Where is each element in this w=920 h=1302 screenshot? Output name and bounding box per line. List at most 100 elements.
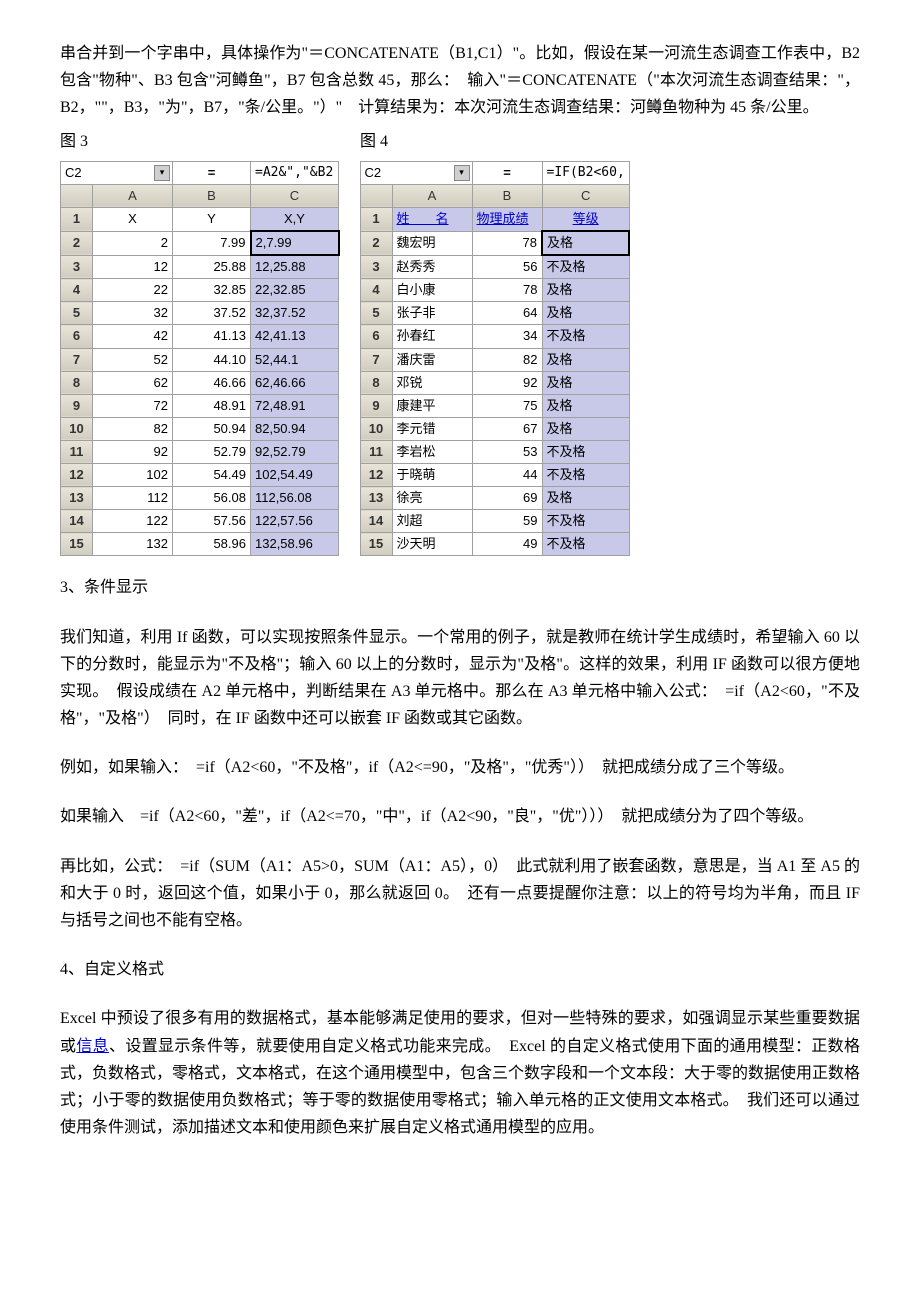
cell[interactable]: 112,56.08: [251, 487, 339, 510]
dropdown-icon[interactable]: ▾: [154, 165, 170, 181]
cell[interactable]: 刘超: [392, 510, 472, 533]
cell[interactable]: 及格: [542, 348, 629, 371]
row-header[interactable]: 12: [61, 463, 93, 486]
cell[interactable]: 52: [93, 348, 173, 371]
row-header[interactable]: 3: [61, 255, 93, 279]
cell[interactable]: 122,57.56: [251, 510, 339, 533]
corner-cell[interactable]: [360, 184, 392, 207]
cell[interactable]: 及格: [542, 417, 629, 440]
row-header[interactable]: 10: [360, 417, 392, 440]
cell[interactable]: 132,58.96: [251, 533, 339, 556]
col-header[interactable]: A: [93, 184, 173, 207]
cell[interactable]: 82: [93, 417, 173, 440]
cell[interactable]: 不及格: [542, 533, 629, 556]
cell[interactable]: 102: [93, 463, 173, 486]
row-header[interactable]: 2: [360, 231, 392, 255]
cell[interactable]: 122: [93, 510, 173, 533]
cell[interactable]: 52.79: [173, 440, 251, 463]
cell[interactable]: 46.66: [173, 371, 251, 394]
cell[interactable]: 7.99: [173, 231, 251, 255]
row-header[interactable]: 10: [61, 417, 93, 440]
cell[interactable]: X,Y: [251, 207, 339, 231]
cell[interactable]: 不及格: [542, 325, 629, 348]
cell[interactable]: 魏宏明: [392, 231, 472, 255]
cell[interactable]: 沙天明: [392, 533, 472, 556]
cell[interactable]: 12,25.88: [251, 255, 339, 279]
row-header[interactable]: 8: [61, 371, 93, 394]
cell[interactable]: 姓 名: [392, 207, 472, 231]
cell[interactable]: 12: [93, 255, 173, 279]
cell[interactable]: 邓锐: [392, 371, 472, 394]
name-box[interactable]: C2▾: [360, 161, 472, 184]
formula-bar[interactable]: =IF(B2<60,: [542, 161, 629, 184]
cell[interactable]: 62,46.66: [251, 371, 339, 394]
cell[interactable]: 49: [472, 533, 542, 556]
row-header[interactable]: 14: [61, 510, 93, 533]
fx-button[interactable]: =: [173, 161, 251, 184]
cell[interactable]: 及格: [542, 302, 629, 325]
corner-cell[interactable]: [61, 184, 93, 207]
dropdown-icon[interactable]: ▾: [454, 165, 470, 181]
cell[interactable]: 康建平: [392, 394, 472, 417]
row-header[interactable]: 4: [61, 279, 93, 302]
cell[interactable]: 34: [472, 325, 542, 348]
cell[interactable]: 132: [93, 533, 173, 556]
row-header[interactable]: 8: [360, 371, 392, 394]
cell[interactable]: 22: [93, 279, 173, 302]
cell[interactable]: 白小康: [392, 279, 472, 302]
cell[interactable]: 22,32.85: [251, 279, 339, 302]
fx-button[interactable]: =: [472, 161, 542, 184]
cell[interactable]: 62: [93, 371, 173, 394]
cell[interactable]: 92: [93, 440, 173, 463]
row-header[interactable]: 1: [360, 207, 392, 231]
row-header[interactable]: 4: [360, 279, 392, 302]
cell[interactable]: 50.94: [173, 417, 251, 440]
col-header[interactable]: B: [173, 184, 251, 207]
col-header[interactable]: C: [542, 184, 629, 207]
cell[interactable]: 92: [472, 371, 542, 394]
row-header[interactable]: 9: [61, 394, 93, 417]
cell[interactable]: 41.13: [173, 325, 251, 348]
cell[interactable]: 64: [472, 302, 542, 325]
cell[interactable]: 不及格: [542, 440, 629, 463]
cell[interactable]: 物理成绩: [472, 207, 542, 231]
cell[interactable]: 32,37.52: [251, 302, 339, 325]
cell[interactable]: 52,44.1: [251, 348, 339, 371]
row-header[interactable]: 9: [360, 394, 392, 417]
row-header[interactable]: 5: [360, 302, 392, 325]
cell[interactable]: 不及格: [542, 255, 629, 279]
row-header[interactable]: 15: [61, 533, 93, 556]
cell[interactable]: 不及格: [542, 463, 629, 486]
cell[interactable]: 32: [93, 302, 173, 325]
cell[interactable]: 孙春红: [392, 325, 472, 348]
cell[interactable]: 42: [93, 325, 173, 348]
cell[interactable]: 及格: [542, 279, 629, 302]
row-header[interactable]: 7: [360, 348, 392, 371]
cell[interactable]: 2: [93, 231, 173, 255]
cell[interactable]: 赵秀秀: [392, 255, 472, 279]
cell[interactable]: 72: [93, 394, 173, 417]
cell[interactable]: 112: [93, 487, 173, 510]
cell[interactable]: 75: [472, 394, 542, 417]
cell[interactable]: 53: [472, 440, 542, 463]
cell[interactable]: 59: [472, 510, 542, 533]
cell[interactable]: 82,50.94: [251, 417, 339, 440]
cell[interactable]: 58.96: [173, 533, 251, 556]
cell[interactable]: 69: [472, 487, 542, 510]
row-header[interactable]: 7: [61, 348, 93, 371]
row-header[interactable]: 11: [360, 440, 392, 463]
row-header[interactable]: 6: [360, 325, 392, 348]
cell[interactable]: X: [93, 207, 173, 231]
row-header[interactable]: 5: [61, 302, 93, 325]
row-header[interactable]: 15: [360, 533, 392, 556]
row-header[interactable]: 13: [360, 487, 392, 510]
cell[interactable]: 徐亮: [392, 487, 472, 510]
cell[interactable]: 于晓萌: [392, 463, 472, 486]
cell[interactable]: 82: [472, 348, 542, 371]
cell[interactable]: 37.52: [173, 302, 251, 325]
cell[interactable]: 李元错: [392, 417, 472, 440]
row-header[interactable]: 1: [61, 207, 93, 231]
cell[interactable]: 78: [472, 279, 542, 302]
cell[interactable]: 及格: [542, 487, 629, 510]
col-header[interactable]: A: [392, 184, 472, 207]
